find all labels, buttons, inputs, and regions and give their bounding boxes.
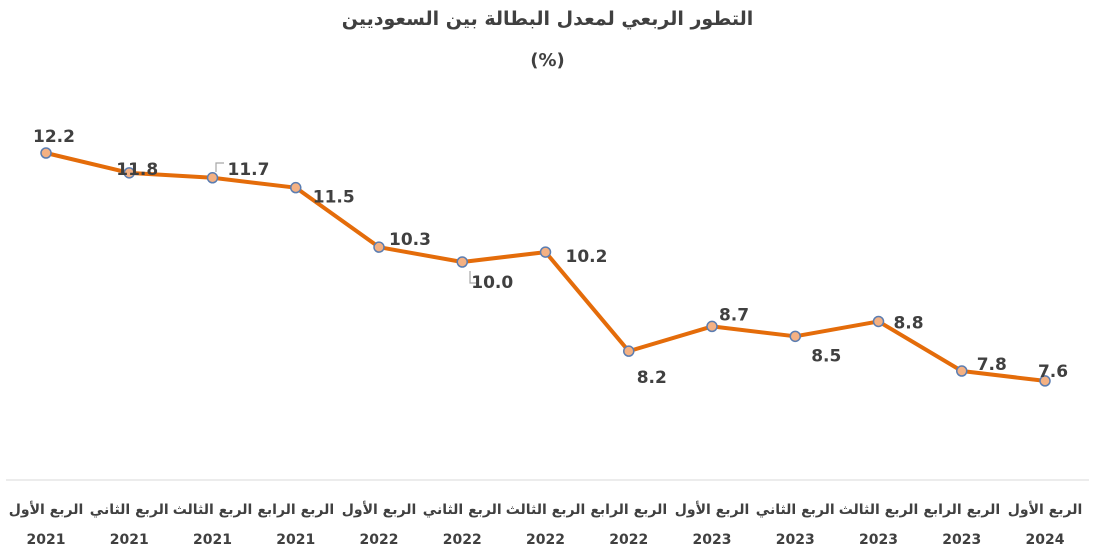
data-point	[373, 241, 385, 253]
leader-line	[215, 162, 224, 172]
x-tick-label-year: 2024	[1026, 532, 1065, 548]
data-label: 10.3	[389, 230, 431, 250]
data-label: 11.5	[313, 188, 355, 208]
x-tick-label-quarter: الربع الثالث	[173, 502, 253, 518]
data-label: 8.2	[637, 368, 667, 388]
x-tick-label-year: 2022	[360, 532, 399, 548]
data-point	[40, 147, 52, 159]
data-point	[539, 246, 552, 258]
data-point	[872, 315, 885, 328]
x-tick-label-quarter: الربع الرابع	[257, 502, 334, 518]
data-label: 10.0	[471, 273, 513, 293]
x-tick-label-quarter: الربع الأول	[675, 501, 750, 518]
x-tick-label-quarter: الربع الثالث	[506, 502, 586, 518]
x-tick-label-year: 2022	[609, 532, 648, 548]
x-tick-label-quarter: الربع الأول	[342, 501, 417, 518]
data-label: 11.8	[116, 160, 158, 180]
x-tick-label-year: 2021	[27, 532, 66, 548]
chart-subtitle: (%)	[530, 50, 565, 71]
data-point	[706, 320, 718, 333]
data-point	[789, 330, 801, 343]
data-point	[623, 345, 635, 357]
data-label: 8.7	[719, 305, 749, 325]
x-tick-label-year: 2023	[859, 532, 898, 548]
x-tick-label-quarter: الربع الثاني	[90, 502, 169, 518]
data-label: 7.8	[977, 355, 1007, 375]
x-tick-label-year: 2023	[693, 532, 732, 548]
data-point	[1039, 375, 1051, 387]
leader-line	[469, 271, 476, 284]
series-line	[44, 151, 1047, 383]
data-label: 10.2	[566, 247, 608, 267]
x-tick-label-quarter: الربع الثاني	[423, 502, 502, 518]
x-tick-label-quarter: الربع الأول	[9, 501, 84, 518]
x-tick-label-quarter: الربع الثالث	[839, 502, 919, 518]
x-tick-label-year: 2021	[110, 532, 149, 548]
x-tick-label-quarter: الربع الرابع	[923, 502, 1000, 518]
x-tick-label-year: 2022	[443, 532, 482, 548]
x-tick-label-year: 2021	[193, 532, 232, 548]
chart-title: التطور الربعي لمعدل البطالة بين السعوديي…	[341, 8, 754, 30]
x-tick-label-quarter: الربع الرابع	[590, 502, 667, 518]
x-tick-label-quarter: الربع الثاني	[756, 502, 835, 518]
data-label: 12.2	[33, 127, 75, 147]
x-tick-label-year: 2021	[276, 532, 315, 548]
data-point	[956, 365, 968, 377]
data-point	[123, 167, 135, 179]
data-label: 11.7	[228, 160, 270, 180]
data-label: 8.8	[893, 313, 923, 333]
x-tick-label-year: 2023	[942, 532, 981, 548]
data-label: 8.5	[811, 346, 841, 366]
x-tick-label-year: 2022	[526, 532, 565, 548]
data-label: 7.6	[1038, 362, 1068, 382]
data-point	[290, 181, 302, 194]
x-tick-label-quarter: الربع الأول	[1008, 501, 1083, 518]
x-tick-label-year: 2023	[776, 532, 815, 548]
data-point	[206, 172, 219, 184]
data-point	[456, 256, 468, 268]
